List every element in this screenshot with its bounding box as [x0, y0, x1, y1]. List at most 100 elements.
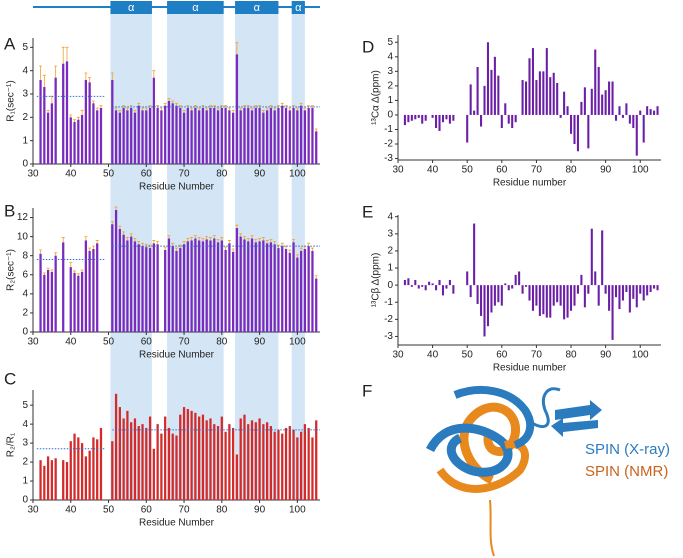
bar — [167, 427, 171, 500]
error-bar — [220, 237, 224, 241]
bar — [556, 285, 559, 303]
bar — [614, 114, 618, 121]
bar — [152, 243, 155, 332]
bar — [521, 285, 524, 294]
bar — [421, 114, 424, 124]
ribbon-xray — [453, 386, 535, 449]
y-axis-label: R₁(sec⁻¹) — [6, 80, 17, 121]
x-tick-label: 50 — [103, 337, 115, 348]
bar — [435, 285, 438, 291]
helix-label: α — [128, 2, 135, 14]
bar — [216, 242, 220, 332]
error-bar — [159, 107, 163, 111]
y-tick-label: 5 — [22, 400, 28, 411]
bar — [281, 433, 284, 500]
error-bar — [118, 109, 122, 113]
bar — [559, 114, 562, 118]
legend-label: SPIN (NMR) — [585, 463, 668, 480]
bar — [145, 110, 148, 164]
error-bar — [250, 107, 254, 111]
error-bar — [144, 107, 148, 111]
bar — [96, 243, 99, 332]
bar — [239, 236, 242, 332]
y-tick-label: 4 — [387, 211, 393, 222]
bar — [164, 249, 167, 332]
y-tick-label: 1 — [387, 95, 393, 106]
bar — [84, 80, 88, 164]
bar — [611, 81, 614, 115]
error-bar — [193, 235, 197, 239]
bar — [538, 285, 541, 316]
bar — [232, 112, 235, 164]
bar — [469, 285, 472, 298]
y-tick-label: 2 — [22, 308, 28, 319]
y-tick-label: 5 — [22, 42, 28, 53]
x-tick-label: 90 — [254, 337, 266, 348]
bar — [625, 103, 628, 115]
error-bar — [152, 240, 156, 244]
error-bar — [46, 109, 50, 113]
x-tick-label: 80 — [216, 337, 228, 348]
x-tick-label: 90 — [600, 165, 612, 176]
bar — [50, 460, 54, 500]
bar — [114, 110, 118, 164]
x-tick-label: 50 — [462, 165, 474, 176]
bar — [452, 114, 455, 121]
y-tick-label: 0 — [387, 110, 393, 121]
bar — [160, 433, 163, 500]
y-tick-label: 2 — [387, 81, 393, 92]
bar — [96, 439, 99, 500]
bar — [111, 80, 114, 164]
bar — [601, 230, 604, 286]
bar — [224, 249, 227, 332]
error-bar — [65, 46, 69, 62]
bar — [175, 435, 178, 500]
error-bar — [141, 107, 145, 111]
x-tick-label: 30 — [27, 505, 39, 516]
bar — [441, 285, 445, 296]
error-bar — [76, 273, 80, 276]
bar — [209, 418, 212, 500]
bar — [62, 460, 65, 500]
error-bar — [152, 70, 156, 78]
bar — [201, 108, 205, 164]
bar — [601, 94, 604, 115]
bar — [69, 267, 72, 332]
ribbon-nmr — [459, 402, 520, 485]
bar — [545, 48, 548, 115]
error-bar — [269, 239, 273, 243]
bar — [642, 285, 645, 301]
error-bar — [80, 269, 84, 272]
bar — [448, 114, 451, 124]
bar — [403, 280, 406, 286]
bar — [156, 424, 159, 500]
y-tick-label: -1 — [384, 297, 393, 308]
bar — [254, 422, 257, 500]
bar — [80, 271, 84, 332]
bar — [597, 285, 600, 306]
bar — [473, 110, 476, 115]
error-bar — [295, 254, 299, 258]
bar — [171, 103, 174, 164]
bar — [235, 54, 239, 165]
bar — [262, 240, 265, 332]
error-bar — [295, 107, 299, 111]
bar — [179, 108, 182, 164]
bar — [493, 56, 496, 115]
bar — [431, 283, 434, 286]
error-bar — [182, 240, 186, 245]
helix-box — [291, 1, 305, 14]
bar — [65, 462, 69, 500]
bar — [486, 42, 490, 115]
bar — [262, 424, 265, 500]
bar — [653, 285, 656, 289]
bar — [511, 114, 514, 129]
bar — [621, 114, 624, 118]
y-tick-label: 3 — [387, 66, 393, 77]
bar — [186, 408, 189, 500]
bar — [92, 249, 95, 332]
bar — [410, 114, 413, 121]
error-bar — [227, 240, 231, 244]
error-bar — [110, 72, 114, 80]
bar — [407, 278, 410, 286]
